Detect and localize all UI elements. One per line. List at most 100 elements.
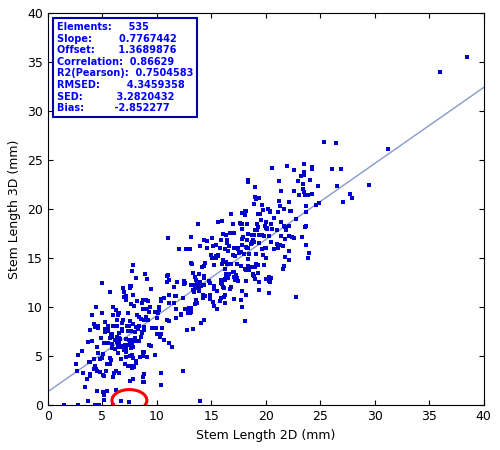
Point [226,286,234,293]
Point [230,244,238,251]
Point [125,341,133,348]
Point [221,266,229,273]
Point [214,218,222,225]
Point [86,358,94,365]
Point [218,237,226,244]
Point [132,334,140,341]
Point [266,221,274,228]
Point [126,353,134,360]
Point [126,283,134,290]
Point [301,192,309,199]
Point [82,376,90,383]
Point [122,361,130,368]
Point [118,326,126,333]
Point [202,292,209,300]
Point [180,306,188,313]
Point [140,370,147,377]
Point [136,323,143,330]
Point [276,202,283,209]
Point [286,256,294,263]
Point [120,288,128,295]
Point [302,208,310,216]
Point [188,326,196,333]
Point [206,280,214,287]
Point [119,316,127,324]
Point [235,249,243,256]
Point [60,402,68,409]
Point [250,273,258,280]
Point [200,236,208,243]
Point [142,314,150,321]
Point [166,318,173,325]
Point [262,224,270,231]
Point [255,194,263,202]
Point [346,190,354,198]
Point [270,214,278,221]
Point [184,310,192,317]
Point [104,339,112,346]
Point [208,234,216,241]
Point [230,273,238,280]
Point [258,202,266,209]
Point [186,310,194,317]
Point [266,273,274,280]
Point [245,250,253,257]
Point [86,327,94,334]
Point [290,187,298,194]
Point [109,303,117,310]
Point [114,329,122,337]
Point [100,326,108,333]
Point [112,306,120,313]
Point [78,347,86,354]
Point [258,252,266,259]
Point [193,300,201,307]
Point [249,271,257,279]
Point [164,234,172,242]
Point [86,372,94,379]
Point [164,271,172,278]
Point [302,242,310,249]
Point [244,263,252,270]
Point [222,274,230,282]
Point [302,202,310,209]
Point [217,279,225,287]
Point [262,254,270,261]
Point [191,274,199,281]
Point [365,181,373,188]
Point [144,306,152,313]
Point [164,317,172,324]
Text: Elements:     535
Slope:        0.7767442
Offset:       1.3689876
Correlation:  : Elements: 535 Slope: 0.7767442 Offset: 1… [57,22,194,113]
Point [118,320,126,327]
Point [239,234,247,241]
Point [308,163,316,170]
Point [196,282,204,289]
Point [200,292,207,299]
Point [100,351,108,358]
Point [128,262,136,269]
Point [290,166,298,174]
Point [286,208,294,215]
Point [84,338,92,346]
Point [210,286,218,293]
Point [266,207,274,215]
Point [107,356,115,363]
Point [280,222,288,230]
Point [122,348,130,356]
Point [94,324,102,331]
Point [338,198,346,205]
Point [101,318,109,325]
Point [238,235,246,242]
Point [292,216,300,223]
Point [320,138,328,145]
Point [73,367,81,374]
Point [116,355,124,362]
Point [278,265,286,272]
Point [218,217,226,225]
Point [182,246,190,253]
Point [140,349,147,356]
Point [122,345,130,352]
Point [222,231,230,239]
Point [193,279,201,286]
Point [285,232,293,239]
Point [103,328,111,335]
